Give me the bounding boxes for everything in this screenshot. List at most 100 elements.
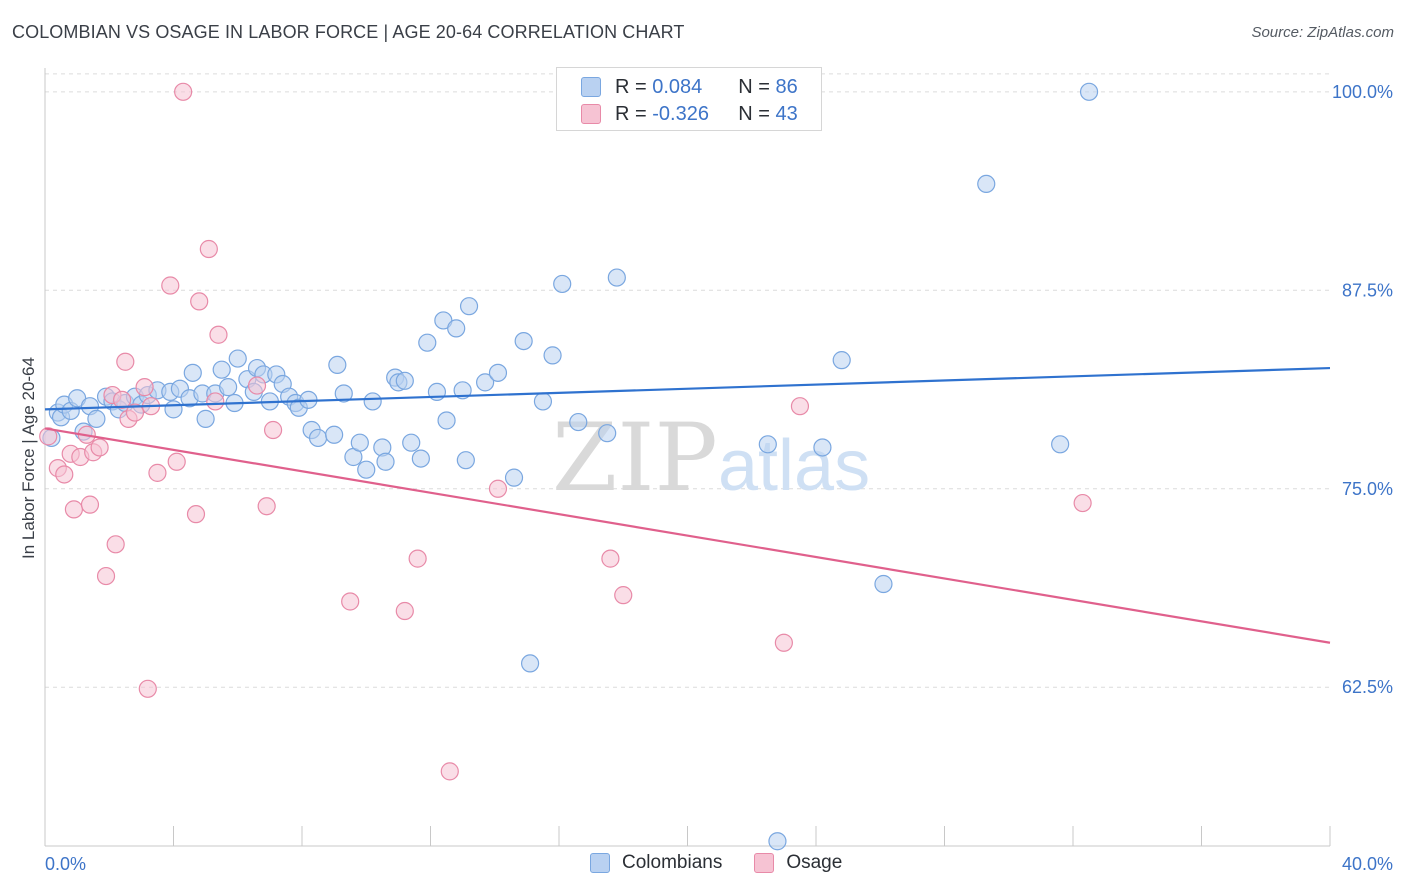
grid-lines (45, 73, 1330, 688)
legend-item-osage: Osage (754, 852, 842, 874)
legend-n-value: 86 (775, 75, 798, 98)
legend-n-label: N = (738, 75, 770, 98)
data-point (813, 438, 832, 457)
data-point (55, 465, 74, 484)
data-point (440, 762, 459, 781)
data-point (334, 384, 353, 403)
data-point (1073, 493, 1092, 513)
legend-n-label: N = (738, 102, 770, 125)
data-point (553, 274, 572, 294)
data-point (514, 331, 533, 351)
legend-r-value: 0.084 (652, 75, 703, 98)
x-tick-label: 0.0% (45, 854, 86, 874)
y-tick-label: 100.0% (1332, 82, 1393, 102)
data-point (212, 360, 231, 379)
data-point (196, 409, 215, 428)
trend-line (44, 366, 1331, 411)
legend-label-osage: Osage (786, 852, 843, 873)
data-point (376, 452, 395, 471)
data-point (90, 438, 109, 457)
data-point (174, 82, 193, 101)
data-point (418, 333, 437, 352)
data-point (328, 355, 347, 375)
data-point (106, 535, 125, 554)
data-point (87, 409, 106, 428)
data-point (758, 435, 777, 454)
data-point (190, 292, 209, 311)
data-point (456, 451, 475, 470)
data-point (1051, 435, 1070, 454)
data-point (533, 392, 553, 411)
data-point (614, 586, 633, 605)
data-point (504, 468, 524, 487)
legend-n-value: 43 (775, 102, 798, 125)
data-point (543, 346, 562, 365)
y-tick-label: 87.5% (1342, 280, 1393, 300)
watermark: ZIP atlas (552, 404, 870, 513)
tick-labels: 62.5% 75.0% 87.5% 100.0% 0.0% 40.0% (45, 82, 1393, 874)
data-point (206, 392, 225, 411)
data-point (228, 349, 247, 368)
data-point (161, 276, 180, 295)
data-point (64, 500, 84, 519)
data-point (768, 832, 787, 851)
data-point (167, 452, 186, 471)
data-point (459, 297, 479, 316)
data-point (488, 479, 508, 498)
data-point (125, 403, 145, 422)
trend-lines (44, 366, 1331, 644)
data-point (164, 400, 183, 419)
data-point (112, 390, 132, 409)
data-point (395, 371, 414, 390)
axes (44, 68, 1331, 847)
data-point (135, 378, 154, 397)
data-point (402, 433, 421, 452)
data-point (325, 425, 344, 444)
stats-legend: R = 0.084 N = 86 R = -0.326 N = 43 (556, 67, 822, 131)
data-point (790, 397, 810, 416)
data-point (874, 574, 893, 594)
legend-swatch-colombians (590, 853, 610, 873)
data-point (148, 463, 167, 482)
data-point (199, 239, 218, 259)
data-point (408, 549, 427, 568)
data-point (774, 633, 793, 652)
legend-row-colombians: R = 0.084 N = 86 (581, 75, 798, 99)
y-tick-label: 62.5% (1342, 677, 1393, 697)
data-point (569, 412, 588, 432)
legend-label-colombians: Colombians (622, 852, 723, 873)
data-point (607, 268, 626, 287)
data-point (96, 566, 116, 586)
data-point (363, 392, 382, 411)
data-point (186, 505, 206, 524)
data-point (257, 497, 276, 516)
data-point (476, 373, 495, 392)
legend-row-osage: R = -0.326 N = 43 (581, 102, 798, 126)
y-tick-label: 75.0% (1342, 479, 1393, 499)
data-point (598, 424, 617, 443)
series-legend: Colombians Osage (590, 852, 874, 874)
data-point (357, 460, 376, 479)
data-point (80, 495, 100, 514)
data-point (209, 325, 228, 344)
data-point (1079, 82, 1099, 101)
data-point (263, 420, 283, 440)
data-point (183, 363, 202, 382)
legend-swatch-osage (581, 104, 601, 124)
data-point (832, 351, 851, 370)
legend-r-label: R = (615, 102, 647, 125)
legend-swatch-osage (754, 853, 775, 873)
data-point (520, 654, 540, 673)
legend-item-colombians: Colombians (590, 852, 722, 874)
series-osage-points (39, 82, 1092, 781)
x-tick-label: 40.0% (1342, 854, 1393, 874)
data-point (350, 433, 369, 452)
data-point (488, 363, 508, 382)
data-point (395, 601, 414, 621)
data-point (437, 411, 456, 430)
data-point (219, 378, 238, 397)
data-point (977, 174, 996, 194)
watermark-atlas: atlas (718, 426, 870, 506)
data-point (247, 376, 267, 395)
